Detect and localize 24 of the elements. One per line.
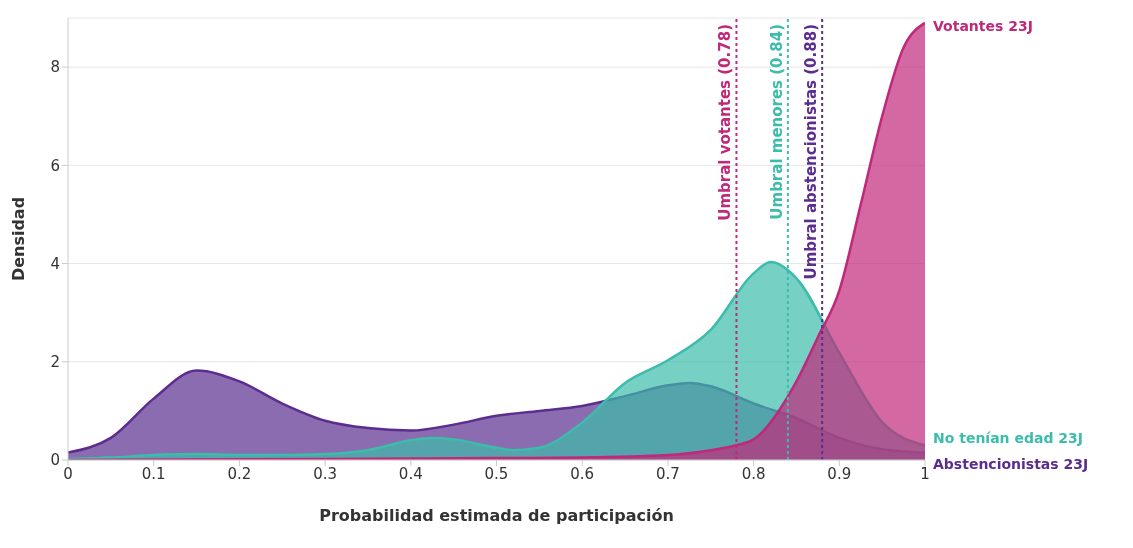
ref-line-label: Umbral menores (0.84) — [767, 24, 786, 220]
series-label: No tenían edad 23J — [933, 430, 1084, 447]
x-tick-label: 0.5 — [484, 464, 509, 483]
x-tick-label: 0.3 — [313, 464, 338, 483]
x-tick-label: 0 — [63, 464, 73, 483]
x-tick-label: 1 — [920, 464, 930, 483]
x-tick-label: 0.4 — [398, 464, 423, 483]
y-tick-label: 4 — [50, 254, 60, 273]
y-axis-title: Densidad — [8, 196, 28, 282]
x-tick-label: 0.7 — [655, 464, 680, 483]
y-tick-label: 8 — [50, 58, 60, 77]
x-tick-label: 0.6 — [570, 464, 595, 483]
x-tick-label: 0.9 — [827, 464, 852, 483]
x-tick-label: 0.1 — [141, 464, 166, 483]
x-axis-title: Probabilidad estimada de participación — [319, 506, 674, 526]
series-label: Abstencionistas 23J — [933, 455, 1089, 472]
y-tick-label: 6 — [50, 156, 60, 175]
ref-line-label: Umbral abstencionistas (0.88) — [802, 24, 821, 280]
x-tick-label: 0.2 — [227, 464, 252, 483]
ref-line-label: Umbral votantes (0.78) — [716, 24, 735, 221]
series-label: Votantes 23J — [933, 17, 1033, 34]
y-tick-label: 0 — [50, 451, 60, 470]
x-tick-label: 0.8 — [741, 464, 766, 483]
y-tick-label: 2 — [50, 353, 60, 372]
